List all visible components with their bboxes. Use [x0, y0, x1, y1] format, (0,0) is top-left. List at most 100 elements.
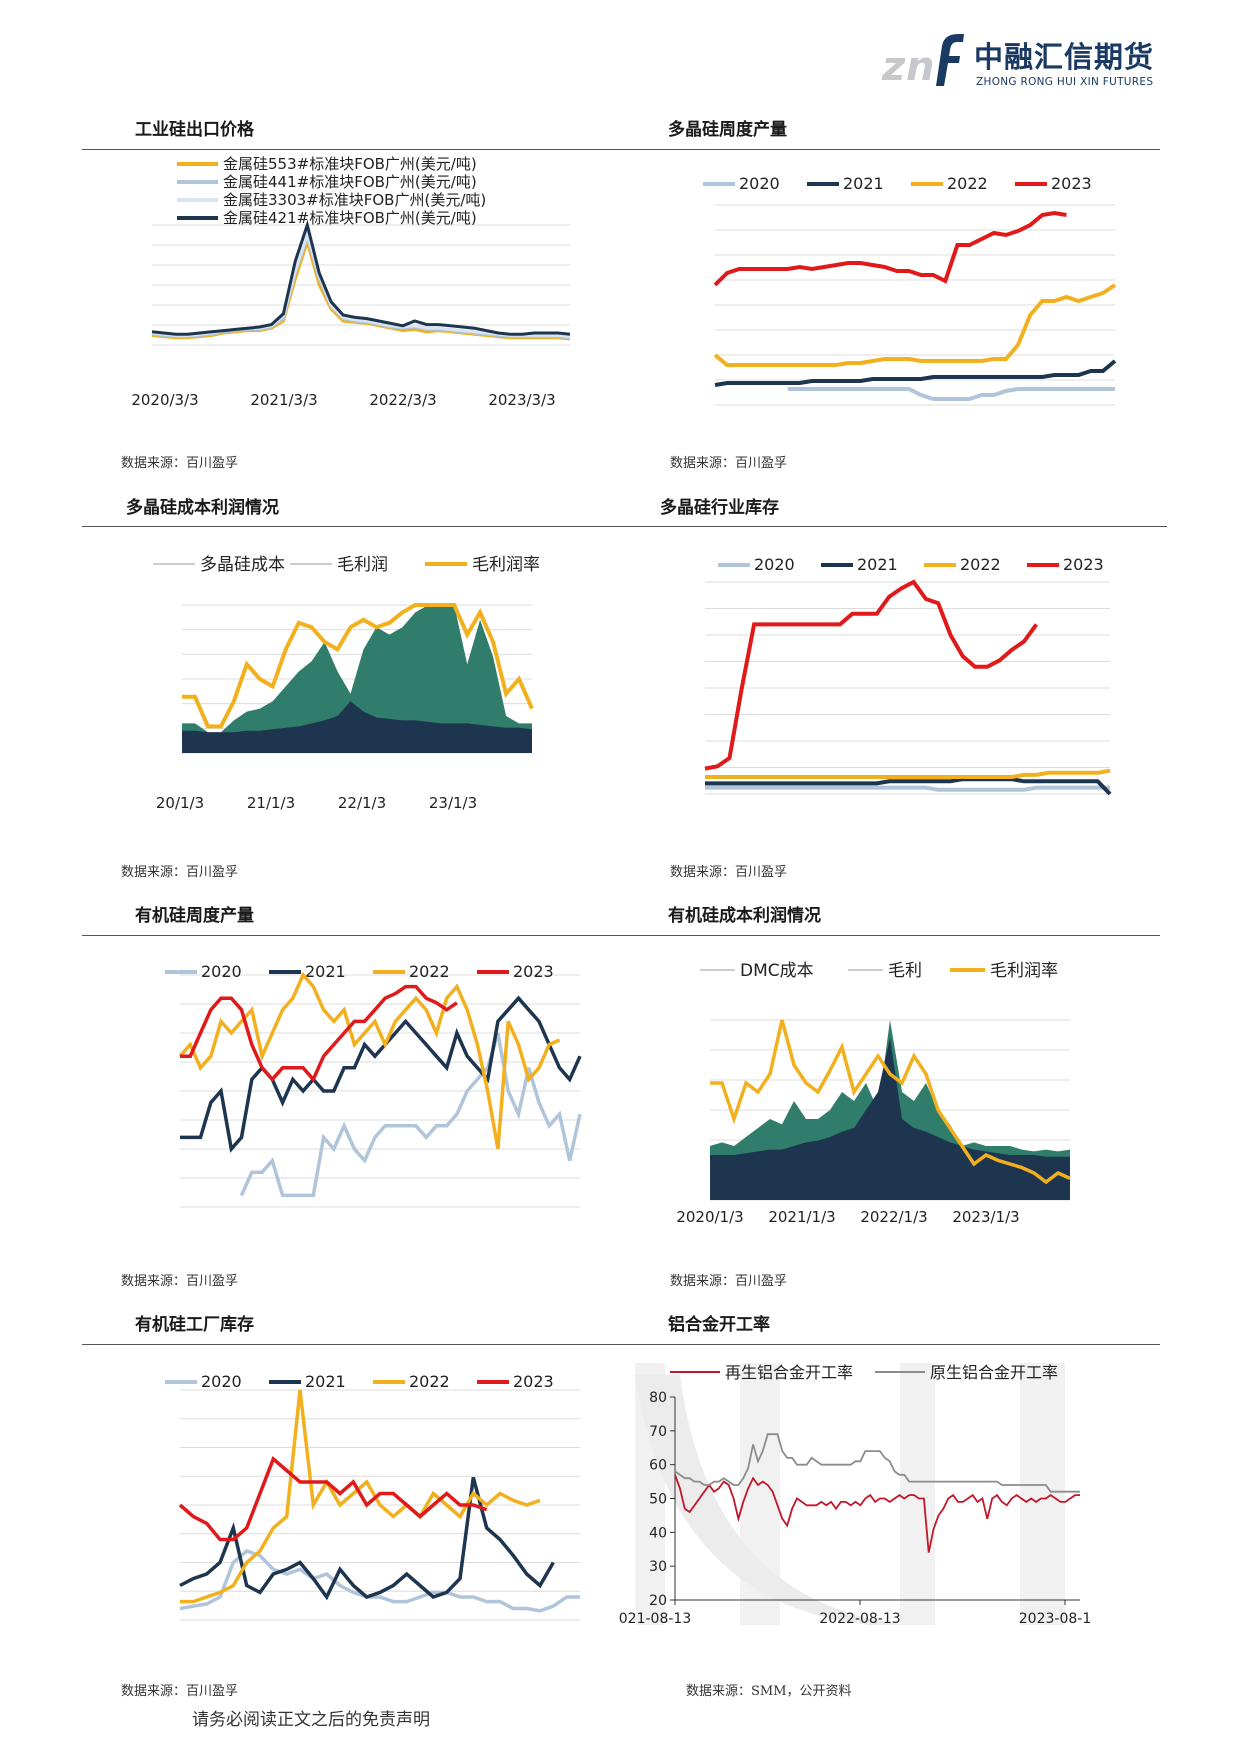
- legend-label: 金属硅3303#标准块FOB广州(美元/吨): [223, 191, 486, 209]
- series-line: [713, 210, 1067, 287]
- series-area: [710, 1038, 1070, 1200]
- x-tick-label: 2022-08-13: [819, 1611, 900, 1627]
- series-line: [787, 387, 1115, 401]
- panel-title-organosilicon-inventory: 有机硅工厂库存: [135, 1315, 254, 1335]
- panel-title-silicon-export: 工业硅出口价格: [135, 120, 254, 140]
- legend-label: 2021: [305, 1372, 346, 1391]
- divider: [82, 935, 1160, 936]
- series-line: [713, 283, 1117, 367]
- panel-title-aluminum-alloy: 铝合金开工率: [668, 1315, 770, 1335]
- legend-label: 金属硅441#标准块FOB广州(美元/吨): [223, 173, 477, 191]
- series-line: [180, 995, 582, 1153]
- series-line: [178, 1456, 488, 1542]
- series-line: [705, 785, 1110, 792]
- y-tick-label: 70: [649, 1424, 667, 1440]
- x-tick-label: 021-08-13: [619, 1611, 691, 1627]
- watermark-shape: [635, 1375, 910, 1625]
- svg-text:z: z: [881, 44, 906, 90]
- series-line: [704, 579, 1039, 771]
- y-tick-label: 20: [649, 1593, 667, 1609]
- legend-label: 2023: [513, 962, 554, 981]
- data-source: 数据来源：百川盈孚: [670, 865, 788, 880]
- chart-organosilicon-factory-inventory: 2020 2021 2022 2023: [165, 1372, 580, 1621]
- series-area: [182, 701, 532, 753]
- divider: [82, 149, 1160, 150]
- series-line: [151, 236, 571, 341]
- data-source: 数据来源：百川盈孚: [121, 456, 239, 471]
- data-source: 数据来源：百川盈孚: [121, 1274, 239, 1289]
- legend-label: 2023: [513, 1372, 554, 1391]
- chart-organosilicon-cost-profit: DMC成本 毛利 毛利润率 2020/1/3 2021/1/3 2022/1/3 2023/…: [676, 961, 1071, 1226]
- legend-label: 金属硅421#标准块FOB广州(美元/吨): [223, 209, 477, 227]
- x-tick-label: 2021/3/3: [250, 391, 317, 409]
- chart-polysilicon-cost-profit: 多晶硅成本 毛利润 毛利润率 20/1/3 21/1/3 22/1/3 23/1/3: [153, 555, 540, 812]
- chart-polysilicon-weekly-output: 2020 2021 2022 2023: [703, 174, 1117, 406]
- series-line: [180, 984, 458, 1083]
- legend-label: 多晶硅成本: [200, 555, 285, 575]
- legend-label: 2020: [739, 174, 780, 193]
- data-source: 数据来源：百川盈孚: [121, 1684, 239, 1699]
- legend-label: 2022: [409, 962, 450, 981]
- logo-english-name: ZHONG RONG HUI XIN FUTURES: [976, 76, 1154, 88]
- disclaimer-note: 请务必阅读正文之后的免责声明: [192, 1710, 430, 1730]
- x-tick-label: 2022/1/3: [860, 1208, 927, 1226]
- series-line: [182, 603, 534, 729]
- legend-label: 2022: [960, 555, 1001, 574]
- series-line: [151, 219, 571, 336]
- x-tick-label: 2021/1/3: [768, 1208, 835, 1226]
- legend-label: 毛利润率: [472, 555, 540, 575]
- x-tick-label: 20/1/3: [156, 794, 204, 812]
- legend-label: 毛利润率: [990, 961, 1058, 981]
- data-source: 数据来源：百川盈孚: [670, 456, 788, 471]
- panel-title-organosilicon-profit: 有机硅成本利润情况: [668, 906, 821, 926]
- series-line: [705, 777, 1112, 796]
- x-tick-label: 2020/1/3: [676, 1208, 743, 1226]
- chart-silicon-export-price: 金属硅553#标准块FOB广州(美元/吨)金属硅441#标准块FOB广州(美元/…: [131, 155, 571, 409]
- series-line: [714, 359, 1117, 387]
- legend-label: 毛利润: [337, 555, 388, 575]
- legend-label: 2023: [1051, 174, 1092, 193]
- divider: [82, 1344, 1160, 1345]
- divider: [82, 526, 1167, 527]
- svg-text:n: n: [906, 44, 934, 90]
- y-tick-label: 40: [649, 1525, 667, 1541]
- data-source: 数据来源：SMM，公开资料: [686, 1684, 852, 1699]
- logo: z n 中融汇信期货 ZHONG RONG HUI XIN FUTURES: [880, 26, 1200, 96]
- chart-organosilicon-weekly-output: 2020 2021 2022 2023: [165, 962, 582, 1208]
- panel-title-organosilicon-output: 有机硅周度产量: [135, 906, 254, 926]
- legend-label: 2023: [1063, 555, 1104, 574]
- legend-label: 2021: [305, 962, 346, 981]
- legend-label: DMC成本: [740, 961, 814, 981]
- legend-label: 毛利: [888, 961, 922, 981]
- watermark-band: [1020, 1363, 1065, 1625]
- legend-label: 2021: [843, 174, 884, 193]
- y-tick-label: 80: [649, 1390, 667, 1406]
- legend-label: 2022: [409, 1372, 450, 1391]
- legend-label: 2020: [754, 555, 795, 574]
- x-tick-label: 22/1/3: [338, 794, 386, 812]
- panel-title-polysilicon-profit: 多晶硅成本利润情况: [126, 498, 279, 518]
- series-line: [151, 229, 571, 339]
- series-line: [674, 1433, 1080, 1493]
- chart-polysilicon-inventory: 2020 2021 2022 2023: [704, 555, 1112, 796]
- y-tick-label: 50: [649, 1492, 667, 1508]
- series-line: [151, 231, 571, 340]
- series-area: [182, 605, 532, 753]
- panel-title-polysilicon-output: 多晶硅周度产量: [668, 120, 787, 140]
- x-tick-label: 2020/3/3: [131, 391, 198, 409]
- x-tick-label: 21/1/3: [247, 794, 295, 812]
- series-line: [179, 1476, 555, 1601]
- x-tick-label: 23/1/3: [429, 794, 477, 812]
- x-tick-label: 2022/3/3: [369, 391, 436, 409]
- x-tick-label: 2023-08-1: [1019, 1611, 1091, 1627]
- watermark-band: [900, 1363, 935, 1625]
- panel-title-polysilicon-inventory: 多晶硅行业库存: [660, 498, 779, 518]
- legend-label: 2022: [947, 174, 988, 193]
- logo-chinese-name: 中融汇信期货: [974, 40, 1155, 74]
- data-source: 数据来源：百川盈孚: [670, 1274, 788, 1289]
- y-tick-label: 30: [649, 1559, 667, 1575]
- legend-label: 2020: [201, 962, 242, 981]
- legend-label: 再生铝合金开工率: [725, 1363, 853, 1382]
- legend-label: 原生铝合金开工率: [930, 1363, 1058, 1382]
- series-line: [674, 1474, 1080, 1553]
